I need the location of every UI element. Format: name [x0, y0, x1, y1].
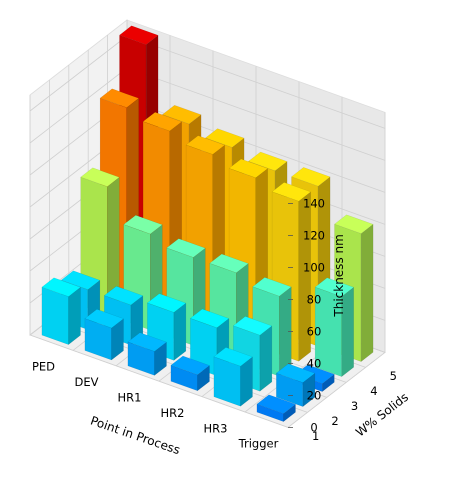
bar-side-face: [173, 302, 187, 361]
bar: [170, 355, 210, 392]
bar-top-face: [291, 167, 331, 187]
y-tick-label: 1: [312, 429, 319, 443]
z-tick-label: 80: [307, 292, 322, 306]
bar-side-face: [259, 325, 273, 392]
bar-top-face: [60, 270, 101, 290]
x-tick-label: HR3: [204, 421, 228, 435]
bar-top-face: [271, 182, 312, 202]
x-tick-label: HR1: [118, 391, 142, 405]
bar-top-face: [213, 347, 253, 367]
bar-side-face: [68, 286, 81, 346]
z-axis-label: Thickness nm: [332, 234, 346, 317]
bar-top-face: [185, 135, 226, 155]
bar: [275, 363, 316, 408]
bar-top-face: [189, 308, 230, 329]
bar: [127, 332, 167, 376]
bar-top-face: [80, 167, 120, 187]
bar-top-face: [232, 316, 273, 336]
bar-top-face: [248, 151, 288, 172]
y-tick-label: 3: [351, 399, 358, 413]
y-tick-label: 2: [331, 414, 338, 428]
bar-top-face: [41, 277, 81, 297]
x-axis-label: Point in Process: [89, 414, 182, 458]
x-tick-label: Trigger: [238, 437, 279, 451]
bar-front-face: [41, 286, 69, 345]
bar-top-face: [166, 238, 206, 258]
bar: [84, 308, 124, 361]
bar-top-face: [162, 104, 202, 125]
bar-top-face: [123, 214, 163, 235]
bar-top-face: [170, 355, 210, 376]
bar-top-face: [334, 214, 374, 234]
z-tick-label: 0: [310, 420, 317, 434]
bar-top-face: [103, 285, 144, 306]
bar-top-face: [314, 277, 355, 297]
x-tick-label: PED: [32, 360, 55, 374]
bar-top-face: [119, 25, 159, 45]
x-tick-label: DEV: [75, 375, 99, 389]
z-tick-label: 140: [303, 196, 325, 210]
bar-top-face: [209, 253, 249, 274]
x-tick-label: HR2: [161, 406, 185, 420]
y-tick-label: 4: [370, 384, 377, 398]
y-axis-label: W% Solids: [353, 390, 411, 440]
z-tick-label: 60: [307, 324, 322, 338]
bar-top-face: [205, 128, 245, 148]
bar-top-face: [142, 111, 183, 132]
y-tick-label: 5: [390, 369, 397, 383]
bar-top-face: [99, 88, 140, 108]
z-tick-label: 20: [307, 388, 322, 402]
bar-top-face: [146, 293, 187, 313]
z-tick-label: 120: [303, 228, 325, 242]
bar-top-face: [127, 332, 167, 352]
bar: [213, 347, 253, 407]
bar-top-face: [84, 308, 124, 329]
bar: [256, 394, 296, 423]
z-tick-label: 100: [303, 260, 325, 274]
bar-top-face: [228, 158, 269, 179]
bar-side-face: [360, 223, 374, 363]
bar-top-face: [252, 277, 292, 297]
bar-top-face: [275, 363, 316, 383]
z-tick-label: 40: [307, 356, 322, 370]
bar: [41, 277, 81, 346]
bar-top-face: [256, 394, 296, 414]
bar: [314, 277, 355, 378]
